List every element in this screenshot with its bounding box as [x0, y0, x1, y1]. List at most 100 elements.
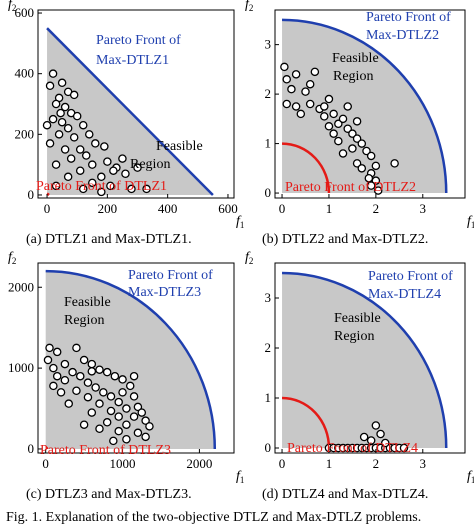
data-point: [95, 424, 104, 433]
data-point: [45, 139, 55, 148]
data-point: [54, 130, 64, 139]
data-point: [109, 166, 118, 175]
data-point: [52, 347, 62, 357]
data-point: [380, 438, 390, 448]
max-front-label: Max-DTLZ4: [368, 287, 441, 302]
y-tick-label: 0: [265, 185, 272, 200]
x-axis-label: f1: [467, 214, 474, 230]
min-front-label: Pareto Front of DTLZ2: [285, 180, 416, 195]
data-point: [103, 157, 112, 166]
data-point: [48, 114, 58, 124]
data-point: [282, 99, 291, 109]
data-point: [56, 388, 66, 397]
data-point: [301, 87, 310, 96]
y-tick-label: 2: [265, 86, 272, 101]
data-point: [133, 402, 143, 412]
data-point: [282, 75, 291, 84]
min-front-label: Pareto Front of DTLZ4: [287, 441, 418, 456]
data-point: [329, 109, 338, 119]
data-point: [45, 81, 55, 91]
data-point: [287, 84, 296, 94]
data-point: [79, 420, 89, 429]
min-pareto-front-arc: [282, 396, 331, 449]
x-tick-label: 2: [373, 456, 380, 471]
y-axis-label: f2: [245, 0, 253, 13]
data-point: [49, 381, 58, 391]
data-point: [72, 386, 81, 395]
data-point: [88, 160, 97, 169]
data-point: [362, 146, 371, 156]
feasible-region-label: Region: [64, 313, 104, 328]
panel-d-caption: (d) DTLZ4 and Max-DTLZ4.: [262, 487, 429, 502]
data-point: [100, 142, 109, 151]
data-point: [88, 178, 97, 188]
x-tick-label: 0: [42, 456, 49, 471]
data-point: [106, 181, 115, 191]
min-pareto-front-arc: [45, 446, 49, 450]
data-point: [91, 383, 100, 392]
data-point: [348, 144, 357, 153]
data-point: [142, 184, 151, 194]
data-point: [305, 99, 315, 109]
max-front-label: Max-DTLZ3: [128, 285, 201, 300]
data-point: [102, 418, 112, 427]
data-point: [95, 365, 104, 374]
plot-frame: [37, 9, 235, 199]
data-point: [338, 149, 348, 158]
y-tick-label: 3: [265, 290, 272, 305]
data-point: [83, 378, 93, 387]
data-point: [91, 139, 100, 148]
data-point: [78, 184, 88, 194]
panel-a-caption: (a) DTLZ1 and Max-DTLZ1.: [26, 232, 192, 247]
data-point: [366, 151, 376, 161]
data-point: [63, 124, 73, 133]
y-tick-label: 600: [15, 5, 35, 20]
data-point: [141, 432, 150, 442]
data-point: [69, 133, 79, 142]
data-point: [99, 388, 108, 397]
x-tick-label: 1000: [110, 456, 136, 471]
data-point: [352, 117, 362, 126]
data-point: [352, 134, 362, 143]
y-tick-label: 3: [265, 37, 272, 52]
min-front-label: Pareto Front of DTLZ3: [40, 443, 171, 458]
x-tick-label: 1: [326, 201, 333, 216]
max-front-label: Max-DTLZ2: [366, 28, 439, 43]
data-point: [291, 70, 301, 79]
data-point: [72, 343, 81, 353]
data-point: [106, 392, 116, 401]
data-point: [48, 69, 58, 78]
panel-d: 0 1 2 3 0 1 2 3 f1 f2 Pareto Front of Max-DTLZ4 Feas…: [245, 250, 474, 485]
data-point: [320, 112, 329, 121]
max-pareto-front-line: [46, 27, 214, 196]
data-point: [122, 435, 131, 444]
data-point: [310, 67, 320, 77]
data-point: [291, 102, 301, 111]
data-point: [125, 381, 135, 391]
data-point: [95, 399, 104, 408]
y-tick-label: 2000: [8, 279, 34, 294]
data-point: [127, 184, 136, 194]
data-point: [56, 108, 65, 118]
x-axis-label: f1: [236, 469, 244, 485]
y-axis-label: f2: [8, 250, 16, 266]
plot-frame: [274, 9, 466, 199]
data-point: [141, 416, 150, 425]
min-pareto-front-line: [46, 192, 50, 196]
data-point: [137, 408, 147, 417]
data-point: [343, 102, 352, 111]
max-front-label: Pareto Front of: [366, 10, 451, 25]
data-point: [57, 117, 67, 127]
x-tick-label: 0: [44, 201, 51, 216]
data-point: [324, 94, 334, 104]
data-point: [359, 432, 369, 442]
data-point: [42, 120, 52, 130]
data-point: [60, 359, 70, 369]
feasible-region-shape: [45, 271, 215, 449]
data-point: [68, 367, 77, 377]
data-point: [122, 420, 131, 429]
data-point: [145, 422, 154, 431]
data-point: [75, 166, 85, 175]
data-point: [118, 154, 127, 163]
data-point: [329, 129, 338, 138]
